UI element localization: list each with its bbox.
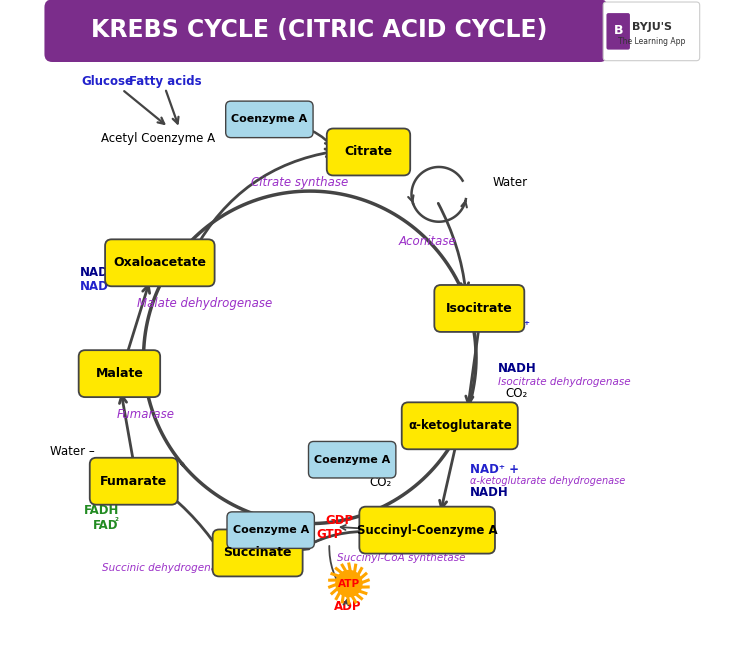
Text: B: B xyxy=(614,24,623,37)
Text: Fumarase: Fumarase xyxy=(116,408,175,421)
FancyBboxPatch shape xyxy=(327,128,410,175)
Text: Succinyl-Coenzyme A: Succinyl-Coenzyme A xyxy=(357,524,497,537)
Text: Coenzyme A: Coenzyme A xyxy=(232,525,309,535)
Text: CO₂: CO₂ xyxy=(369,476,392,489)
Text: FAD: FAD xyxy=(93,519,118,532)
Text: Citrate synthase: Citrate synthase xyxy=(251,176,349,189)
Text: The Learning App: The Learning App xyxy=(619,37,686,46)
FancyBboxPatch shape xyxy=(227,512,314,548)
FancyBboxPatch shape xyxy=(44,0,608,62)
Text: Malate: Malate xyxy=(95,367,143,380)
Text: GDP: GDP xyxy=(325,513,353,526)
Text: Water: Water xyxy=(492,176,527,189)
FancyBboxPatch shape xyxy=(607,13,630,50)
Text: NAD⁺ +: NAD⁺ + xyxy=(470,463,518,475)
Text: Coenzyme A: Coenzyme A xyxy=(314,455,390,465)
Text: ATP: ATP xyxy=(338,579,360,589)
FancyBboxPatch shape xyxy=(79,350,160,397)
Text: Fumarate: Fumarate xyxy=(100,475,167,488)
Text: Succinic dehydrogenase: Succinic dehydrogenase xyxy=(101,562,229,572)
Text: ₂: ₂ xyxy=(115,514,118,523)
Text: Isocitrate: Isocitrate xyxy=(446,302,513,315)
Text: Isocitrate dehydrogenase: Isocitrate dehydrogenase xyxy=(497,377,630,387)
Text: BYJU'S: BYJU'S xyxy=(632,22,672,32)
Text: NADH: NADH xyxy=(80,266,119,279)
Text: Malate dehydrogenase: Malate dehydrogenase xyxy=(136,297,272,310)
Text: FADH: FADH xyxy=(84,504,119,517)
Text: ADP: ADP xyxy=(334,600,362,613)
FancyBboxPatch shape xyxy=(226,101,313,137)
Text: NAD⁺: NAD⁺ xyxy=(496,319,530,332)
FancyBboxPatch shape xyxy=(213,530,303,576)
Text: Acetyl Coenzyme A: Acetyl Coenzyme A xyxy=(101,132,215,145)
Text: NADH: NADH xyxy=(497,362,536,375)
Text: NAD⁺: NAD⁺ xyxy=(80,280,116,293)
FancyBboxPatch shape xyxy=(603,2,700,61)
Text: Glucose: Glucose xyxy=(82,75,134,88)
FancyBboxPatch shape xyxy=(434,285,524,332)
Text: Oxaloacetate: Oxaloacetate xyxy=(113,256,206,269)
FancyBboxPatch shape xyxy=(105,239,214,286)
Text: GTP: GTP xyxy=(316,528,343,541)
FancyBboxPatch shape xyxy=(90,458,178,505)
FancyBboxPatch shape xyxy=(402,402,518,449)
Text: Succinate: Succinate xyxy=(224,547,292,559)
Text: Water –: Water – xyxy=(50,445,95,458)
Text: Coenzyme A: Coenzyme A xyxy=(231,114,308,124)
FancyBboxPatch shape xyxy=(359,507,495,553)
Circle shape xyxy=(336,570,362,596)
FancyBboxPatch shape xyxy=(308,441,396,478)
Text: CO₂: CO₂ xyxy=(506,387,528,400)
Text: KREBS CYCLE (CITRIC ACID CYCLE): KREBS CYCLE (CITRIC ACID CYCLE) xyxy=(92,18,548,42)
Text: NADH: NADH xyxy=(470,486,509,499)
Text: Aconitase: Aconitase xyxy=(398,235,456,248)
Text: α-ketoglutarate: α-ketoglutarate xyxy=(408,419,512,432)
Text: α-ketoglutarate dehydrogenase: α-ketoglutarate dehydrogenase xyxy=(470,477,625,487)
Text: Fatty acids: Fatty acids xyxy=(129,75,201,88)
Text: Succinyl-CoA synthetase: Succinyl-CoA synthetase xyxy=(337,553,465,563)
Text: Citrate: Citrate xyxy=(344,145,392,158)
